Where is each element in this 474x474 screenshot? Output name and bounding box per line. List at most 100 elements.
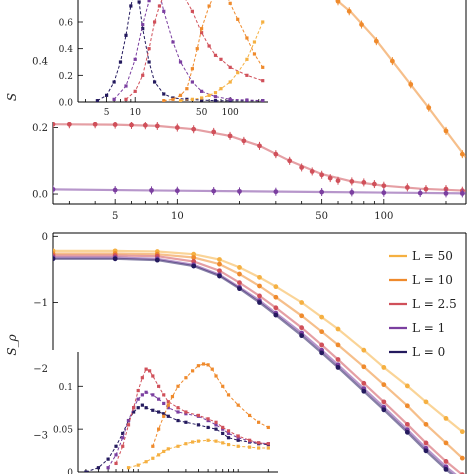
data-point <box>201 362 206 366</box>
data-point <box>404 184 410 190</box>
data-point <box>217 261 222 267</box>
data-point <box>257 274 262 280</box>
data-point <box>319 172 325 178</box>
data-point <box>266 446 270 450</box>
y-tick-label: 0.05 <box>53 426 73 436</box>
y-tick-label: 0.1 <box>59 383 73 393</box>
x-tick-label: 10 <box>129 108 141 118</box>
data-point <box>236 403 240 407</box>
series-L2_5 <box>124 0 265 101</box>
data-point <box>176 406 180 410</box>
data-point <box>404 403 410 409</box>
data-point <box>140 376 144 380</box>
data-point <box>228 80 232 84</box>
bottom-inset-panel: 0 0.05 0.1 <box>48 350 282 474</box>
data-point <box>206 417 210 421</box>
data-point <box>132 410 136 414</box>
legend-label: L = 1 <box>412 321 445 335</box>
data-point <box>443 440 449 446</box>
data-point <box>196 439 201 443</box>
data-point <box>121 436 125 440</box>
data-point <box>214 423 218 427</box>
data-point <box>106 466 110 470</box>
data-point <box>349 189 355 195</box>
data-point <box>237 286 242 292</box>
data-point <box>162 393 166 397</box>
data-point <box>184 420 188 424</box>
data-point <box>184 442 188 446</box>
data-point <box>335 357 341 362</box>
data-point <box>148 369 152 373</box>
x-tick-label: 10 <box>171 211 184 222</box>
data-point <box>176 410 180 414</box>
data-point <box>381 382 387 388</box>
data-point <box>136 388 140 393</box>
data-point <box>121 444 125 448</box>
series-L0 <box>53 256 454 474</box>
data-point <box>151 444 155 448</box>
data-point <box>381 407 387 413</box>
data-point <box>257 441 261 445</box>
data-point <box>214 427 218 431</box>
series-line <box>125 0 263 100</box>
data-point <box>408 81 414 87</box>
data-point <box>147 47 151 51</box>
data-point <box>162 412 166 416</box>
series-line <box>163 0 264 102</box>
data-point <box>53 256 56 262</box>
data-point <box>213 95 218 99</box>
data-point <box>443 190 449 196</box>
data-point <box>137 0 141 4</box>
data-point <box>443 416 449 421</box>
data-point <box>53 186 56 192</box>
data-point <box>257 446 261 450</box>
data-point <box>152 20 157 24</box>
data-point <box>261 65 265 69</box>
data-point <box>140 403 144 407</box>
data-point <box>176 384 180 388</box>
series-L10 <box>334 0 466 159</box>
data-point <box>114 444 118 448</box>
series-line <box>113 0 263 102</box>
series-L2_5 <box>114 367 270 466</box>
y-tick-label: −2 <box>33 364 48 375</box>
data-point <box>226 393 231 397</box>
series-L1 <box>112 0 265 102</box>
data-point <box>273 312 279 318</box>
data-point <box>207 93 211 97</box>
data-point <box>95 99 99 102</box>
data-point <box>140 393 144 397</box>
y-tick-label: 0.8 <box>59 0 74 2</box>
data-point <box>273 189 279 195</box>
data-point <box>228 65 232 69</box>
data-point <box>423 421 429 427</box>
series-L50 <box>126 438 270 470</box>
data-point <box>191 259 197 264</box>
data-point <box>423 186 429 192</box>
data-point <box>299 165 305 170</box>
data-point <box>114 461 118 466</box>
data-point <box>226 442 231 447</box>
data-point <box>381 399 387 405</box>
data-point <box>213 53 218 57</box>
data-point <box>237 271 242 277</box>
top-inset-panel: 5 10 50 100 0.0 0.2 0.4 0.6 0.8 <box>48 0 272 122</box>
data-point <box>404 383 410 389</box>
y-tick-label: 0 <box>42 232 48 243</box>
data-point <box>149 187 154 193</box>
data-point <box>191 251 197 257</box>
data-point <box>136 406 140 410</box>
data-point <box>185 87 189 91</box>
data-point <box>196 364 201 368</box>
data-point <box>248 413 252 418</box>
data-point <box>261 79 265 83</box>
data-point <box>124 84 128 88</box>
data-point <box>190 9 194 13</box>
data-point <box>226 431 231 436</box>
data-point <box>157 453 161 457</box>
data-point <box>162 99 166 102</box>
data-point <box>126 466 131 470</box>
data-point <box>236 444 240 448</box>
data-point <box>226 429 231 433</box>
x-tick-label: 50 <box>196 108 208 118</box>
